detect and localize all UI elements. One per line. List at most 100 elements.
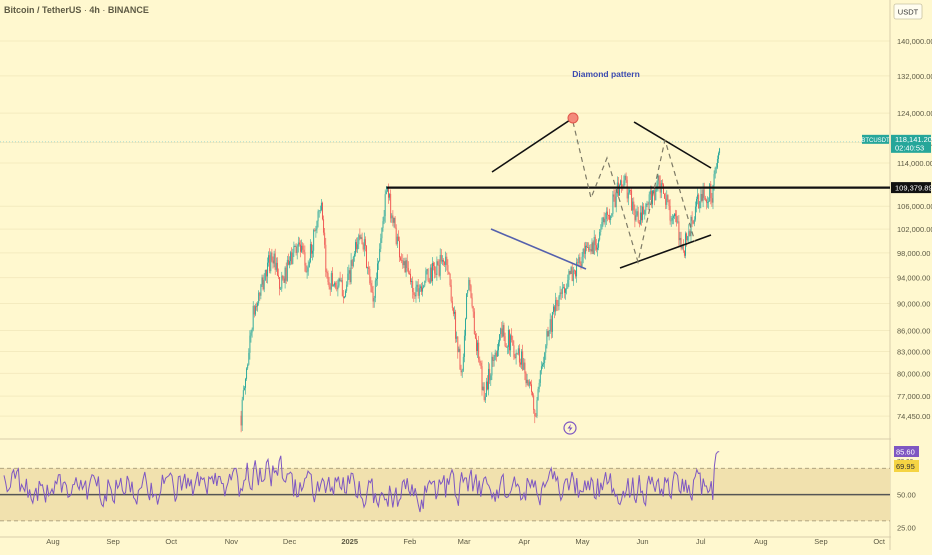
candle-body — [346, 284, 348, 291]
candle-body — [664, 193, 666, 199]
candle-body — [333, 285, 334, 287]
candle-body — [402, 260, 404, 266]
candle-body — [353, 253, 355, 257]
candle-body — [338, 278, 340, 286]
candle-body — [606, 211, 608, 215]
candle-body — [437, 261, 439, 265]
candle-body — [369, 269, 371, 284]
candle-body — [303, 249, 305, 253]
candle-body — [372, 292, 374, 302]
candle-body — [652, 190, 653, 205]
candle-body — [564, 287, 565, 293]
candle-body — [661, 183, 663, 185]
candle-body — [268, 255, 270, 263]
candle-body — [633, 201, 635, 211]
candle-body — [275, 262, 277, 270]
candle-body — [429, 267, 431, 283]
candle-body — [411, 281, 413, 282]
candle-body — [718, 153, 719, 160]
candle-body — [282, 275, 284, 279]
price-tick-label: 83,000.00 — [897, 348, 930, 357]
candle-body — [624, 175, 626, 181]
candle-body — [484, 396, 486, 401]
candle-body — [245, 378, 246, 388]
candle-body — [287, 259, 289, 265]
candle-body — [532, 391, 534, 396]
candle-body — [526, 379, 528, 384]
candle-body — [643, 206, 645, 215]
candle-body — [427, 269, 429, 281]
candle-body — [487, 381, 488, 390]
candle-body — [438, 264, 440, 276]
candle-body — [671, 217, 673, 221]
candle-body — [476, 338, 477, 352]
candle-body — [325, 244, 327, 272]
candle-body — [489, 368, 491, 381]
candle-body — [491, 356, 493, 376]
candle-body — [424, 280, 426, 286]
candle-body — [573, 270, 575, 272]
candle-body — [297, 242, 299, 247]
candle-body — [319, 210, 321, 211]
rsi-tick-label: 50.00 — [897, 491, 916, 500]
candle-body — [590, 249, 592, 252]
candle-body — [267, 262, 268, 277]
candle-body — [383, 216, 385, 222]
candle-body — [490, 375, 492, 381]
currency-label-frame — [893, 3, 923, 20]
candle-body — [360, 237, 362, 239]
candle-body — [286, 259, 288, 281]
candle-body — [375, 279, 377, 281]
candle-body — [515, 352, 517, 358]
candle-body — [683, 250, 685, 256]
candle-body — [692, 220, 694, 224]
upper-trend-line — [491, 117, 574, 173]
candle-body — [315, 229, 317, 231]
candle-body — [309, 244, 311, 263]
candle-body — [257, 303, 259, 307]
candle-body — [342, 296, 344, 298]
candle-body — [328, 282, 330, 287]
candle-body — [395, 227, 397, 245]
candle-body — [473, 311, 475, 335]
candle-body — [546, 331, 548, 346]
candle-body — [428, 280, 430, 283]
candle-body — [531, 384, 532, 392]
lightning-icon[interactable] — [563, 421, 577, 435]
candle-body — [502, 325, 504, 337]
candle-body — [547, 331, 549, 337]
candle-body — [571, 267, 573, 282]
candle-body — [714, 167, 716, 175]
candle-body — [470, 285, 472, 298]
candle-body — [650, 190, 652, 205]
candle-body — [586, 245, 587, 248]
candle-body — [403, 261, 405, 266]
candle-body — [700, 193, 702, 202]
candle-body — [677, 221, 679, 223]
candle-body — [705, 199, 707, 203]
candle-body — [250, 332, 252, 336]
candle-body — [557, 305, 559, 307]
candle-body — [445, 256, 447, 265]
time-axis-label: Apr — [518, 537, 530, 546]
candle-body — [565, 288, 567, 293]
candle-body — [261, 277, 263, 285]
candle-body — [598, 239, 600, 248]
candle-body — [518, 348, 520, 363]
candle-body — [253, 305, 255, 315]
candle-body — [417, 284, 419, 296]
candle-body — [635, 215, 637, 221]
candle-body — [577, 262, 579, 264]
time-axis-label: Nov — [225, 537, 239, 546]
candle-body — [416, 284, 418, 287]
candle-body — [636, 211, 638, 216]
exchange-label: BINANCE — [107, 5, 149, 15]
candle-body — [582, 248, 584, 257]
candle-body — [373, 297, 375, 302]
price-axis-background — [891, 0, 932, 550]
candle-body — [308, 262, 310, 268]
candle-body — [404, 261, 406, 273]
candle-body — [371, 286, 373, 293]
